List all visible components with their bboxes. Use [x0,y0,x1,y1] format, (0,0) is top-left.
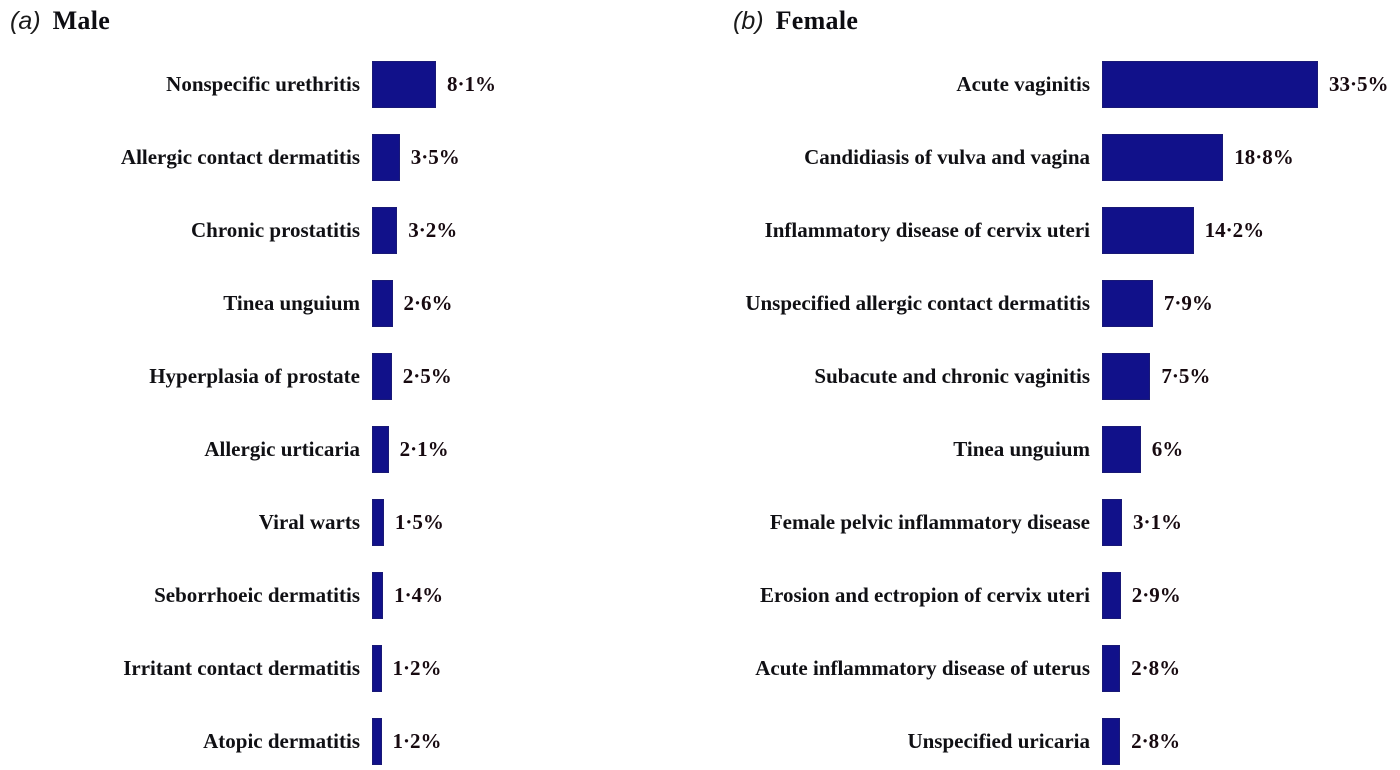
panel-title-male: Male [52,6,111,35]
bar [372,426,389,473]
value-label: 1·4% [394,583,444,607]
bar [372,134,400,181]
category-label: Nonspecific urethritis [166,72,360,97]
value-label: 1·2% [392,729,442,753]
category-label: Atopic dermatitis [203,729,360,754]
value-label: 2·1% [399,437,449,461]
bar [1102,280,1153,327]
chart-row: Inflammatory disease of cervix uteri 14·2… [700,194,1400,267]
category-label: Acute inflammatory disease of uterus [755,656,1090,681]
chart-row: Hyperplasia of prostate 2·5% [0,340,700,413]
chart-row: Tinea unguium 2·6% [0,267,700,340]
value-label: 2·9% [1131,583,1181,607]
value-label: 7·9% [1163,291,1213,315]
value-label: 1·5% [394,510,444,534]
bar [1102,572,1121,619]
chart-row: Allergic urticaria 2·1% [0,413,700,486]
category-label: Irritant contact dermatitis [123,656,360,681]
category-label: Seborrhoeic dermatitis [154,583,360,608]
panel-male-rows: Nonspecific urethritis 8·1% Allergic conta… [0,48,700,770]
value-label: 3·2% [408,218,458,242]
panel-male: (a) Male Nonspecific urethritis 8·1% Aller… [0,6,700,770]
bar [1102,207,1194,254]
category-label: Chronic prostatitis [191,218,360,243]
category-label: Subacute and chronic vaginitis [814,364,1090,389]
category-label: Unspecified uricaria [907,729,1090,754]
bar [1102,61,1318,108]
bar [372,645,382,692]
bar [372,353,392,400]
bar [1102,353,1151,400]
chart-row: Chronic prostatitis 3·2% [0,194,700,267]
bar [1102,645,1121,692]
chart-row: Seborrhoeic dermatitis 1·4% [0,559,700,632]
category-label: Tinea unguium [953,437,1090,462]
panel-female-header: (b) Female [733,6,858,36]
bar [1102,134,1224,181]
value-label: 14·2% [1204,218,1265,242]
value-label: 33·5% [1329,72,1389,96]
value-label: 8·1% [447,72,497,96]
bar [372,280,393,327]
chart-row: Viral warts 1·5% [0,486,700,559]
bar [372,61,436,108]
category-label: Acute vaginitis [956,72,1090,97]
bar [1102,718,1121,765]
chart-row: Subacute and chronic vaginitis 7·5% [700,340,1400,413]
panel-title-female: Female [775,6,859,35]
value-label: 2·8% [1131,729,1181,753]
chart-row: Nonspecific urethritis 8·1% [0,48,700,121]
category-label: Viral warts [258,510,360,535]
bar [372,572,384,619]
bar [1102,499,1122,546]
category-label: Allergic contact dermatitis [120,145,360,170]
category-label: Inflammatory disease of cervix uteri [764,218,1090,243]
value-label: 6% [1151,437,1184,461]
category-label: Tinea unguium [223,291,360,316]
category-label: Female pelvic inflammatory disease [769,510,1090,535]
category-label: Hyperplasia of prostate [149,364,360,389]
category-label: Unspecified allergic contact dermatitis [745,291,1090,316]
value-label: 7·5% [1161,364,1211,388]
chart-row: Tinea unguium 6% [700,413,1400,486]
chart-row: Candidiasis of vulva and vagina 18·8% [700,121,1400,194]
chart-row: Erosion and ectropion of cervix uteri 2·9… [700,559,1400,632]
chart-row: Acute inflammatory disease of uterus 2·8% [700,632,1400,705]
panel-female-rows: Acute vaginitis 33·5% Candidiasis of vulva… [700,48,1400,770]
category-label: Erosion and ectropion of cervix uteri [760,583,1090,608]
chart-row: Allergic contact dermatitis 3·5% [0,121,700,194]
value-label: 2·5% [402,364,452,388]
bar [372,207,398,254]
value-label: 1·2% [392,656,442,680]
value-label: 18·8% [1234,145,1294,169]
value-label: 2·6% [403,291,453,315]
chart-row: Unspecified allergic contact dermatitis 7… [700,267,1400,340]
chart-row: Female pelvic inflammatory disease 3·1% [700,486,1400,559]
chart-row: Irritant contact dermatitis 1·2% [0,632,700,705]
chart-row: Atopic dermatitis 1·2% [0,705,700,770]
panel-male-header: (a) Male [10,6,110,36]
value-label: 2·8% [1131,656,1181,680]
bar [372,718,382,765]
category-label: Allergic urticaria [204,437,360,462]
value-label: 3·5% [410,145,460,169]
bar [372,499,384,546]
panel-letter-a: (a) [10,7,41,35]
chart-row: Unspecified uricaria 2·8% [700,705,1400,770]
panel-female: (b) Female Acute vaginitis 33·5% Candidias… [700,0,1400,770]
panel-letter-b: (b) [733,7,764,35]
value-label: 3·1% [1133,510,1183,534]
bar [1102,426,1141,473]
category-label: Candidiasis of vulva and vagina [804,145,1090,170]
chart-row: Acute vaginitis 33·5% [700,48,1400,121]
